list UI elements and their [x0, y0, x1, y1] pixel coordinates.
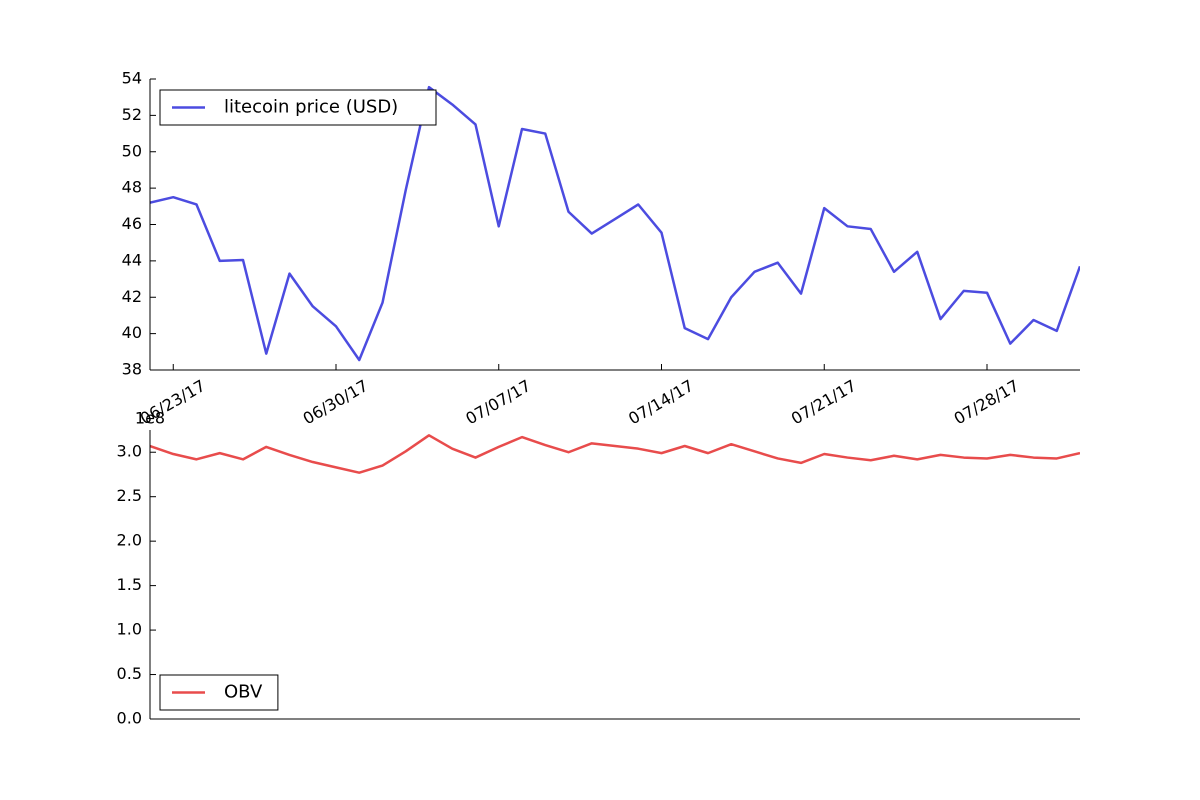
x-tick-label: 07/28/17	[951, 376, 1023, 428]
y-tick-label: 2.5	[117, 486, 142, 505]
y-tick-label: 38	[122, 360, 142, 379]
y-tick-label: 46	[122, 214, 142, 233]
y-tick-label: 3.0	[117, 442, 142, 461]
legend-box	[159, 89, 437, 126]
y-tick-label: 54	[122, 69, 142, 88]
x-tick-label: 07/21/17	[788, 376, 860, 428]
y-tick-label: 50	[122, 141, 142, 160]
y-tick-label: 1.5	[117, 575, 142, 594]
y-tick-label: 48	[122, 178, 142, 197]
series-line	[150, 434, 1080, 474]
x-tick-label: 06/30/17	[300, 376, 372, 428]
y-tick-label: 44	[122, 250, 142, 269]
legend-label: OBV	[224, 682, 263, 703]
y-offset-label: 1e8	[135, 409, 165, 428]
y-tick-label: 0.5	[117, 664, 142, 683]
y-tick-label: 40	[122, 323, 142, 342]
y-tick-label: 52	[122, 105, 142, 124]
y-tick-label: 42	[122, 287, 142, 306]
y-tick-label: 2.0	[117, 531, 142, 550]
y-tick-label: 1.0	[117, 620, 142, 639]
legend-label: litecoin price (USD)	[224, 97, 398, 118]
series-line	[150, 85, 1080, 362]
x-tick-label: 07/07/17	[462, 376, 534, 428]
y-tick-label: 0.0	[117, 709, 142, 728]
x-tick-label: 07/14/17	[625, 376, 697, 428]
